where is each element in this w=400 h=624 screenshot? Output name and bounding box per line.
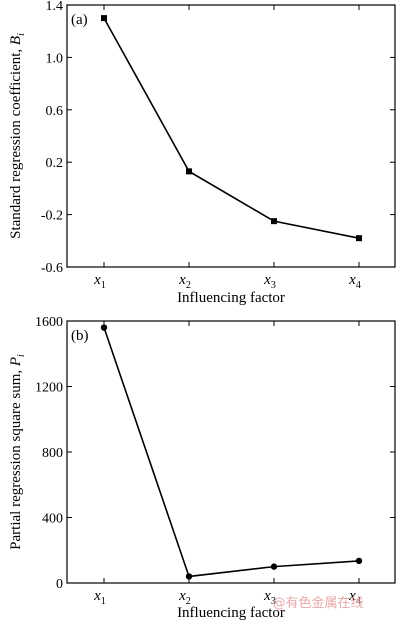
panel-b-x-ticks: x1 x2 x3 x4 — [93, 321, 361, 607]
panel-b-y-axis-title-text: Partial regression square sum, — [8, 366, 24, 550]
panel-a: (a) 1.4 1.0 0.6 0.2 -0.2 -0.6 x1 x2 x3 x4 Influe… — [8, 0, 396, 306]
panel-a-x-ticks: x1 x2 x3 x4 — [93, 5, 361, 291]
panel-a-y-axis-title-text: Standard regression coefficient, — [8, 45, 24, 239]
panel-a-x-tick-label: x3 — [263, 272, 276, 291]
panel-b-data-point — [270, 563, 278, 570]
panel-a-y-axis-title-subscript: i — [16, 33, 27, 36]
panel-a-data-point — [101, 15, 107, 22]
panel-b-y-axis-title-subscript: i — [16, 354, 27, 357]
panel-a-x-tick-label: x1 — [93, 272, 106, 291]
panel-b-series — [100, 324, 363, 580]
panel-b-frame — [66, 320, 396, 584]
panel-b-data-point — [185, 573, 193, 580]
panel-a-y-ticks: 1.4 1.0 0.6 0.2 -0.2 -0.6 — [41, 0, 395, 276]
panel-a-data-point — [356, 235, 362, 242]
panel-b-y-tick-label: 400 — [42, 512, 63, 527]
panel-b: (b) 1600 1200 800 400 0 x1 x2 x3 x4 Influencing… — [8, 315, 396, 621]
panel-b-y-axis-title-symbol: P — [8, 357, 24, 367]
panel-b-x-tick-label: x4 — [348, 588, 361, 607]
panel-b-x-tick-label: x1 — [93, 588, 106, 607]
panel-a-y-tick-label: -0.6 — [41, 261, 63, 276]
panel-b-label: (b) — [71, 328, 89, 344]
panel-b-y-tick-label: 1200 — [35, 381, 63, 396]
panel-a-y-tick-label: 0.2 — [46, 156, 64, 171]
panel-b-y-tick-label: 1600 — [35, 315, 63, 330]
panel-b-x-tick-label: x3 — [263, 588, 276, 607]
panel-a-y-tick-label: -0.2 — [41, 209, 63, 224]
panel-a-y-tick-label: 1.4 — [46, 0, 64, 14]
panel-b-x-tick-label: x2 — [178, 588, 191, 607]
panel-a-series-line — [103, 17, 360, 239]
watermark: @有色金属在线 — [272, 595, 363, 611]
panel-a-x-tick-label: x4 — [348, 272, 361, 291]
panel-a-y-tick-label: 1.0 — [46, 51, 64, 66]
panel-a-label: (a) — [71, 12, 88, 28]
panel-a-x-tick-label: x2 — [178, 272, 191, 291]
panel-a-y-tick-label: 0.6 — [46, 104, 64, 119]
panel-a-frame — [66, 4, 396, 268]
panel-b-y-tick-label: 0 — [56, 577, 63, 592]
panel-b-y-axis-title: Partial regression square sum, Pi — [8, 354, 27, 550]
panel-b-y-ticks: 1600 1200 800 400 0 — [35, 315, 395, 592]
panel-a-data-point — [186, 168, 192, 175]
panel-b-data-point — [355, 557, 363, 565]
panel-b-series-line — [103, 327, 360, 578]
panel-a-series — [101, 15, 362, 242]
panel-a-y-axis-title: Standard regression coefficient, Bi — [8, 33, 27, 239]
panel-b-data-point — [100, 324, 108, 331]
panel-a-y-axis-title-symbol: B — [8, 36, 24, 45]
panel-b-x-axis-title: Influencing factor — [177, 605, 285, 621]
panel-a-data-point — [271, 218, 277, 225]
panel-b-y-tick-label: 800 — [42, 446, 63, 461]
panel-a-x-axis-title: Influencing factor — [177, 290, 285, 306]
